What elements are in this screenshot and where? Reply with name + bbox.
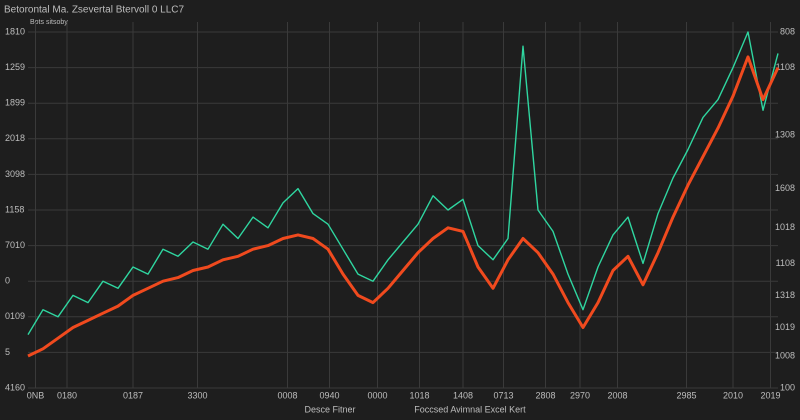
y2-tick-label: 808 — [780, 26, 795, 36]
y-tick-label: 2018 — [5, 133, 25, 143]
y2-tick-label: 100 — [780, 382, 795, 392]
chart-title: Betorontal Ma. Zsevertal Btervoll 0 LLC7 — [4, 5, 185, 16]
y2-tick-label: 1608 — [775, 183, 795, 193]
y-tick-label: 1158 — [5, 204, 24, 214]
chart-subtitle: Bots sitsoby — [30, 19, 68, 26]
x-tick-label: 1408 — [453, 390, 473, 400]
x-tick-label: 2970 — [570, 390, 590, 400]
y2-tick-label: 1308 — [775, 130, 795, 140]
x-tick-label: 0008 — [277, 390, 297, 400]
x-tick-label: 0187 — [123, 390, 143, 400]
y2-tick-label: 1108 — [776, 258, 795, 268]
y-tick-label: 0 — [5, 276, 10, 286]
series-line — [27, 55, 780, 358]
x-axis-label: Desce Fitner — [304, 404, 355, 414]
x-tick-label: 2008 — [607, 390, 627, 400]
y2-tick-label: 1108 — [776, 62, 795, 72]
y-tick-label: 0109 — [5, 311, 25, 321]
y-tick-label: 3098 — [5, 169, 25, 179]
x-tick-label: 2985 — [676, 390, 696, 400]
y2-tick-label: 1019 — [775, 322, 795, 332]
y-tick-label: 4160 — [5, 382, 25, 392]
x-tick-label: 3300 — [187, 390, 207, 400]
x-tick-label: 2010 — [723, 390, 743, 400]
y-tick-label: 1259 — [5, 62, 25, 72]
x-tick-label: 0NB — [27, 390, 45, 400]
series-line — [27, 31, 779, 335]
y-tick-label: 5 — [5, 347, 10, 357]
x-tick-label: 0713 — [493, 390, 513, 400]
y2-tick-label: 1008 — [775, 350, 795, 360]
y-tick-label: 1810 — [5, 26, 25, 36]
x-axis-label: Foccsed Avimnal Excel Kert — [414, 404, 526, 414]
x-tick-label: 0180 — [57, 390, 77, 400]
x-tick-label: 0000 — [367, 390, 387, 400]
y-tick-label: 7010 — [5, 240, 25, 250]
x-tick-label: 2808 — [535, 390, 555, 400]
y2-tick-label: 1318 — [775, 290, 795, 300]
x-tick-label: 1018 — [409, 390, 429, 400]
x-tick-label: 0940 — [319, 390, 339, 400]
x-tick-label: 2019 — [760, 390, 780, 400]
y2-tick-label: 1018 — [775, 222, 795, 232]
y-tick-label: 1899 — [5, 98, 25, 108]
